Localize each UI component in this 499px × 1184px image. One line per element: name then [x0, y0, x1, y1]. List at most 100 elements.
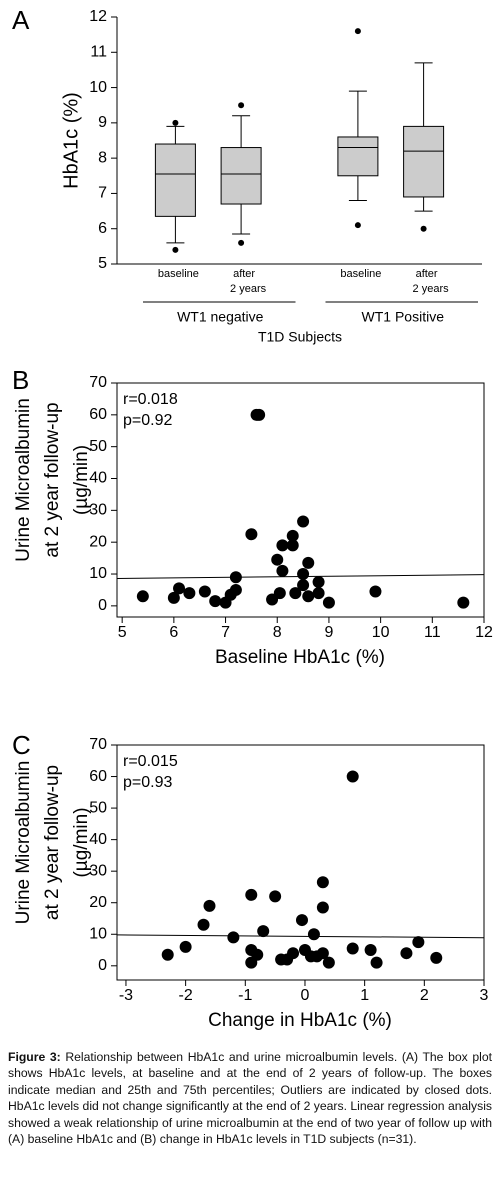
y-tick-label: 0	[98, 597, 107, 614]
caption: Figure 3: Relationship between HbA1c and…	[8, 1049, 492, 1147]
x-tick-label: 5	[118, 624, 127, 641]
annotation: r=0.015	[123, 753, 178, 770]
point	[322, 596, 335, 609]
point	[400, 947, 413, 960]
y-axis-title: (µg/min)	[71, 445, 92, 515]
point	[136, 590, 149, 603]
x-tick-label: 11	[424, 624, 441, 641]
y-tick-label: 12	[89, 8, 107, 25]
point	[316, 901, 329, 914]
y-tick-label: 30	[89, 862, 107, 879]
x-tick-label: 2	[420, 987, 429, 1004]
panel-label: A	[12, 5, 30, 35]
x-tick-label: after 2 years	[413, 268, 450, 295]
y-tick-label: 5	[98, 255, 107, 272]
y-tick-label: 11	[90, 44, 107, 61]
annotation: r=0.018	[123, 391, 178, 408]
group-label: WT1 negative	[177, 309, 264, 325]
point	[273, 587, 286, 600]
x-tick-label: 1	[360, 987, 369, 1004]
point	[245, 528, 258, 541]
x-tick-label: -3	[119, 987, 133, 1004]
group-label: WT1 Positive	[362, 309, 445, 325]
annotation: p=0.93	[123, 774, 172, 791]
y-tick-label: 10	[89, 565, 107, 582]
point	[173, 582, 186, 595]
point	[229, 571, 242, 584]
y-tick-label: 50	[89, 799, 107, 816]
point	[287, 947, 300, 960]
box	[220, 147, 262, 205]
point	[346, 942, 359, 955]
point	[269, 890, 282, 903]
point	[322, 956, 335, 969]
outlier	[420, 225, 427, 232]
outlier	[238, 102, 245, 109]
x-tick-label: -1	[238, 987, 252, 1004]
point	[286, 539, 299, 552]
caption-text: Relationship between HbA1c and urine mic…	[8, 1050, 492, 1147]
y-tick-label: 30	[89, 502, 107, 519]
caption-label: Figure 3:	[8, 1050, 61, 1064]
point	[297, 515, 310, 528]
point	[253, 408, 266, 421]
x-tick-label: 10	[372, 624, 390, 641]
point	[302, 590, 315, 603]
point	[302, 556, 315, 569]
y-tick-label: 70	[89, 374, 107, 391]
y-axis-title: at 2 year follow-up	[42, 402, 63, 557]
point	[198, 585, 211, 598]
y-tick-label: 40	[89, 831, 107, 848]
x-axis-title: Change in HbA1c (%)	[208, 1010, 392, 1031]
point	[312, 575, 325, 588]
outlier	[354, 222, 361, 229]
point	[295, 914, 308, 927]
x-axis-title: Baseline HbA1c (%)	[215, 647, 385, 668]
y-axis-title: Urine Microalbumin	[13, 761, 34, 925]
point	[179, 940, 192, 953]
point	[307, 928, 320, 941]
point	[227, 931, 240, 944]
point	[167, 591, 180, 604]
x-tick-label-line: 2 years	[413, 283, 450, 295]
x-tick-label: 9	[324, 624, 333, 641]
annotation: p=0.92	[123, 412, 172, 429]
box	[337, 136, 379, 177]
point	[316, 876, 329, 889]
box	[403, 125, 445, 198]
point	[276, 564, 289, 577]
panel-label: B	[12, 365, 29, 395]
plot-frame	[116, 382, 485, 618]
x-tick-label-line: baseline	[340, 268, 381, 280]
point	[297, 568, 310, 581]
y-tick-label: 50	[89, 438, 107, 455]
y-axis-title: Urine Microalbumin	[13, 398, 34, 562]
point	[271, 553, 284, 566]
outlier	[238, 239, 245, 246]
point	[245, 888, 258, 901]
point	[346, 770, 359, 783]
y-tick-label: 0	[98, 957, 107, 974]
x-tick-label: baseline	[158, 268, 199, 280]
point	[457, 596, 470, 609]
y-tick-label: 9	[98, 114, 107, 131]
panel-label: C	[12, 730, 31, 760]
x-tick-label: -2	[179, 987, 193, 1004]
y-tick-label: 60	[89, 406, 107, 423]
point	[197, 918, 210, 931]
point	[297, 579, 310, 592]
y-tick-label: 60	[89, 768, 107, 785]
point	[312, 587, 325, 600]
point	[370, 956, 383, 969]
x-tick-label-line: after	[416, 268, 438, 280]
y-tick-label: 10	[89, 925, 107, 942]
y-tick-label: 40	[89, 470, 107, 487]
y-tick-label: 20	[89, 894, 107, 911]
point	[289, 587, 302, 600]
y-tick-label: 8	[98, 149, 107, 166]
point	[316, 947, 329, 960]
point	[364, 944, 377, 957]
x-tick-label: 12	[475, 624, 493, 641]
